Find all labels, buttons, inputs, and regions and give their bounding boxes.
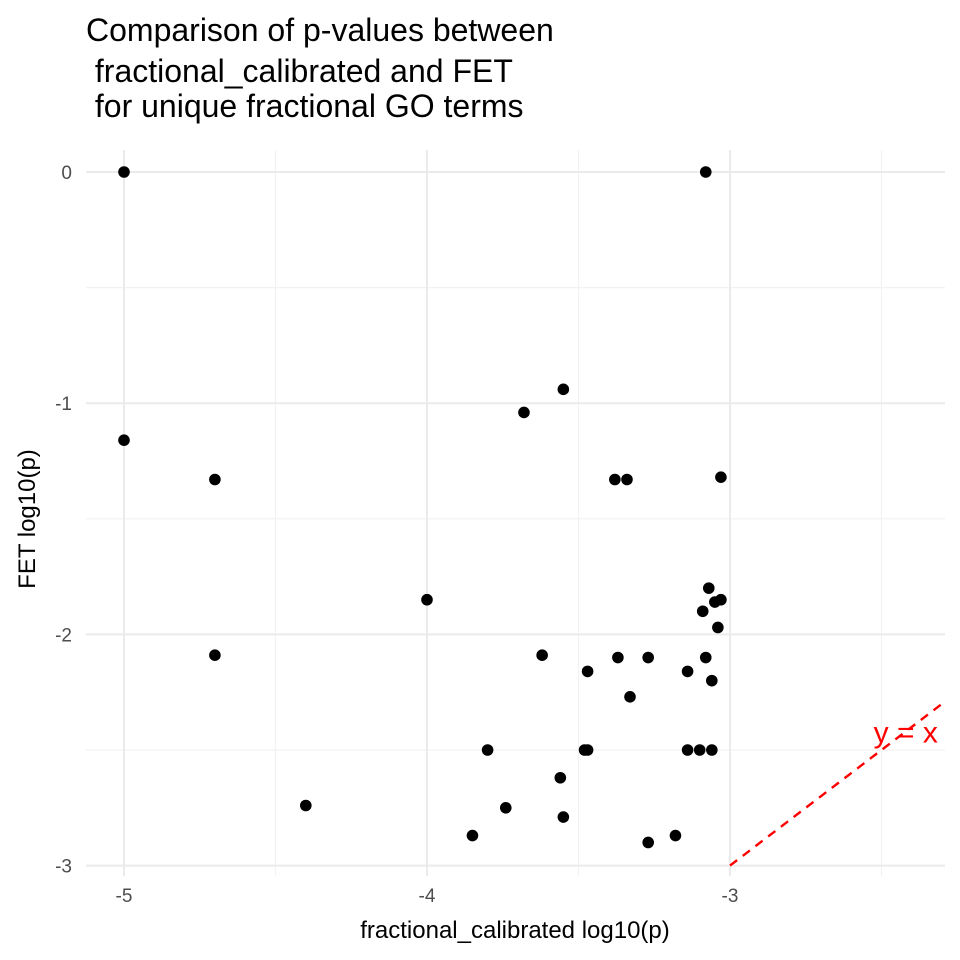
data-point (118, 434, 130, 446)
data-point (621, 473, 633, 486)
data-point (581, 744, 594, 756)
data-point (209, 473, 221, 486)
x-axis-ticks: -5 -4 -3 (116, 886, 739, 907)
data-point (300, 799, 312, 812)
y-tick-label: 0 (61, 163, 72, 184)
data-point (696, 605, 709, 618)
data-point (702, 582, 715, 594)
data-point (706, 674, 718, 687)
data-point (712, 621, 724, 634)
data-point (642, 651, 654, 664)
plot-grid (86, 150, 945, 876)
data-point (681, 665, 694, 678)
data-point (209, 649, 221, 662)
data-point (499, 802, 512, 814)
data-point (557, 811, 570, 823)
data-point (715, 471, 727, 483)
y-axis-label: FET log10(p) (14, 449, 41, 589)
data-point (681, 744, 694, 756)
data-point (624, 691, 636, 703)
data-point (557, 383, 570, 396)
data-point (709, 596, 721, 608)
chart-title-line-1: Comparison of p-values between (86, 12, 554, 48)
data-point (609, 473, 621, 486)
y-tick-label: -3 (55, 857, 72, 878)
y-tick-label: -1 (55, 394, 72, 415)
y-tick-label: -2 (55, 625, 72, 646)
data-point (536, 649, 548, 662)
data-point (421, 593, 433, 606)
data-point (466, 829, 479, 842)
data-point (669, 829, 682, 842)
reference-line-group: y = x (729, 702, 943, 867)
x-tick-label: -4 (419, 886, 436, 907)
data-point (581, 665, 594, 678)
data-point (642, 836, 654, 849)
data-points (118, 166, 727, 849)
x-tick-label: -5 (116, 886, 133, 907)
reference-line-y-equals-x (729, 702, 943, 867)
chart-title-line-2: fractional_calibrated and FET (86, 53, 513, 89)
data-point (554, 771, 567, 784)
data-point (612, 651, 624, 664)
data-point (699, 651, 712, 664)
x-axis-label: fractional_calibrated log10(p) (360, 917, 670, 944)
data-point (706, 744, 718, 756)
data-point (699, 166, 712, 178)
data-point (118, 166, 130, 178)
y-axis-ticks: 0 -1 -2 -3 (55, 163, 72, 878)
data-point (481, 744, 494, 756)
reference-line-label: y = x (874, 717, 938, 750)
x-tick-label: -3 (722, 886, 739, 907)
data-point (693, 744, 706, 756)
data-point (518, 406, 530, 419)
chart-title-line-3: for unique fractional GO terms (86, 88, 524, 124)
